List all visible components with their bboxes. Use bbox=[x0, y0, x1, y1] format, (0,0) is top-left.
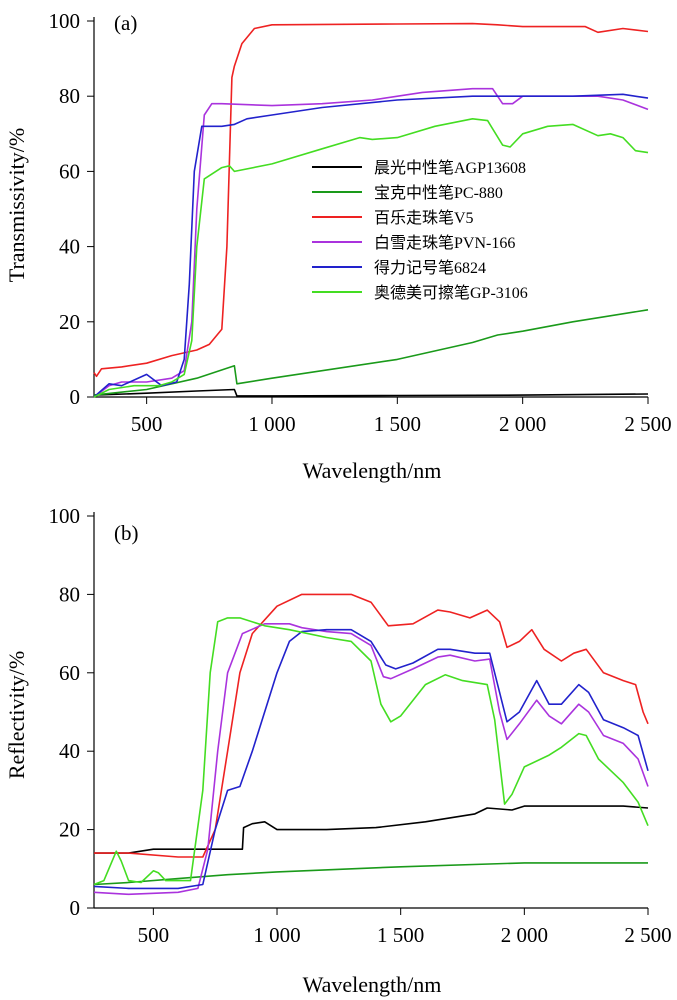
series-line-4 bbox=[93, 623, 649, 896]
y-tick-label: 80 bbox=[59, 582, 80, 606]
y-axis-title-a: Transmissivity/% bbox=[4, 128, 29, 282]
series-line-5 bbox=[93, 93, 649, 398]
x-tick-label: 2 000 bbox=[501, 923, 548, 947]
series-line-2 bbox=[93, 862, 648, 886]
series-line-6 bbox=[93, 617, 649, 886]
series-line-1 bbox=[94, 805, 649, 854]
x-tick-label: 2 000 bbox=[499, 412, 546, 436]
x-tick-label: 1 500 bbox=[374, 412, 421, 436]
x-axis-title-a: Wavelength/nm bbox=[303, 458, 442, 483]
y-tick-label: 80 bbox=[59, 84, 80, 108]
series-line-2 bbox=[93, 309, 649, 396]
legend-label: 奥德美可擦笔GP-3106 bbox=[374, 284, 528, 302]
x-tick-label: 1 500 bbox=[377, 923, 424, 947]
y-tick-label: 100 bbox=[49, 9, 81, 33]
x-tick-label: 1 000 bbox=[248, 412, 295, 436]
series-line-3 bbox=[93, 22, 649, 378]
x-tick-label: 2 500 bbox=[624, 412, 671, 436]
legend-label: 晨光中性笔AGP13608 bbox=[374, 159, 526, 177]
series-lines-b bbox=[93, 593, 649, 896]
legend-label: 得力记号笔6824 bbox=[374, 259, 486, 277]
legend-label: 百乐走珠笔V5 bbox=[374, 209, 474, 227]
y-axis-title-b: Reflectivity/% bbox=[4, 651, 29, 779]
x-tick-label: 1 000 bbox=[253, 923, 300, 947]
y-tick-label: 40 bbox=[59, 235, 80, 259]
x-tick-label: 500 bbox=[131, 412, 163, 436]
series-line-1 bbox=[93, 388, 649, 397]
y-tick-label: 20 bbox=[59, 818, 80, 842]
ticks-a: 0 20 40 60 80 100 500 1 000 1 500 2 000 2 500 bbox=[49, 9, 672, 436]
x-tick-label: 2 500 bbox=[624, 923, 671, 947]
y-tick-label: 0 bbox=[70, 896, 81, 920]
y-tick-label: 40 bbox=[59, 739, 80, 763]
x-tick-label: 500 bbox=[138, 923, 170, 947]
panel-label-a: (a) bbox=[114, 11, 137, 35]
legend-label: 宝克中性笔PC-880 bbox=[374, 184, 503, 202]
y-tick-label: 60 bbox=[59, 661, 80, 685]
series-line-6 bbox=[93, 118, 649, 398]
panel-label-b: (b) bbox=[114, 521, 139, 545]
legend-a: 晨光中性笔AGP13608 宝克中性笔PC-880 百乐走珠笔V5 白雪走珠笔PVN-… bbox=[312, 159, 528, 302]
y-tick-label: 20 bbox=[59, 310, 80, 334]
y-tick-label: 100 bbox=[49, 504, 81, 528]
plot-area-a bbox=[94, 8, 654, 398]
series-line-3 bbox=[94, 593, 649, 858]
y-tick-label: 0 bbox=[70, 385, 81, 409]
legend-label: 白雪走珠笔PVN-166 bbox=[374, 234, 515, 252]
series-line-4 bbox=[93, 87, 649, 398]
ticks-b: 0 20 40 60 80 100 500 1 000 1 500 2 000 2 500 bbox=[49, 504, 672, 947]
y-tick-label: 60 bbox=[59, 159, 80, 183]
series-lines-a bbox=[93, 22, 649, 398]
x-axis-title-b: Wavelength/nm bbox=[303, 972, 442, 997]
series-line-5 bbox=[93, 628, 649, 890]
